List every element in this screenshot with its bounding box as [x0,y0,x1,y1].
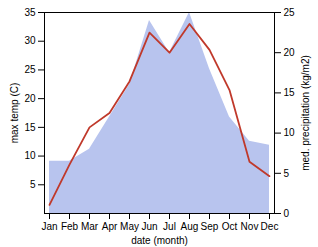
svg-text:Jun: Jun [141,221,157,232]
svg-text:Nov: Nov [241,221,259,232]
svg-text:Feb: Feb [61,221,79,232]
svg-text:Sep: Sep [201,221,219,232]
svg-text:Apr: Apr [102,221,118,232]
svg-text:0: 0 [284,208,290,219]
svg-text:5: 5 [284,168,290,179]
svg-text:Dec: Dec [261,221,279,232]
svg-text:Mar: Mar [81,221,99,232]
svg-text:30: 30 [24,35,36,46]
svg-text:10: 10 [24,150,36,161]
svg-text:Jul: Jul [163,221,176,232]
svg-text:May: May [120,221,139,232]
svg-text:5: 5 [30,179,36,190]
svg-text:20: 20 [24,93,36,104]
svg-text:Aug: Aug [181,221,199,232]
svg-text:10: 10 [284,127,296,138]
svg-text:15: 15 [284,87,296,98]
svg-text:25: 25 [24,64,36,75]
svg-text:Jan: Jan [41,221,57,232]
svg-text:date (month): date (month) [131,235,188,246]
svg-text:max temp (C): max temp (C) [9,83,20,144]
svg-text:Oct: Oct [222,221,238,232]
svg-text:20: 20 [284,47,296,58]
svg-text:25: 25 [284,7,296,18]
svg-text:35: 35 [24,7,36,18]
svg-text:15: 15 [24,122,36,133]
svg-text:med. precipitation (kg/m2): med. precipitation (kg/m2) [300,55,311,171]
